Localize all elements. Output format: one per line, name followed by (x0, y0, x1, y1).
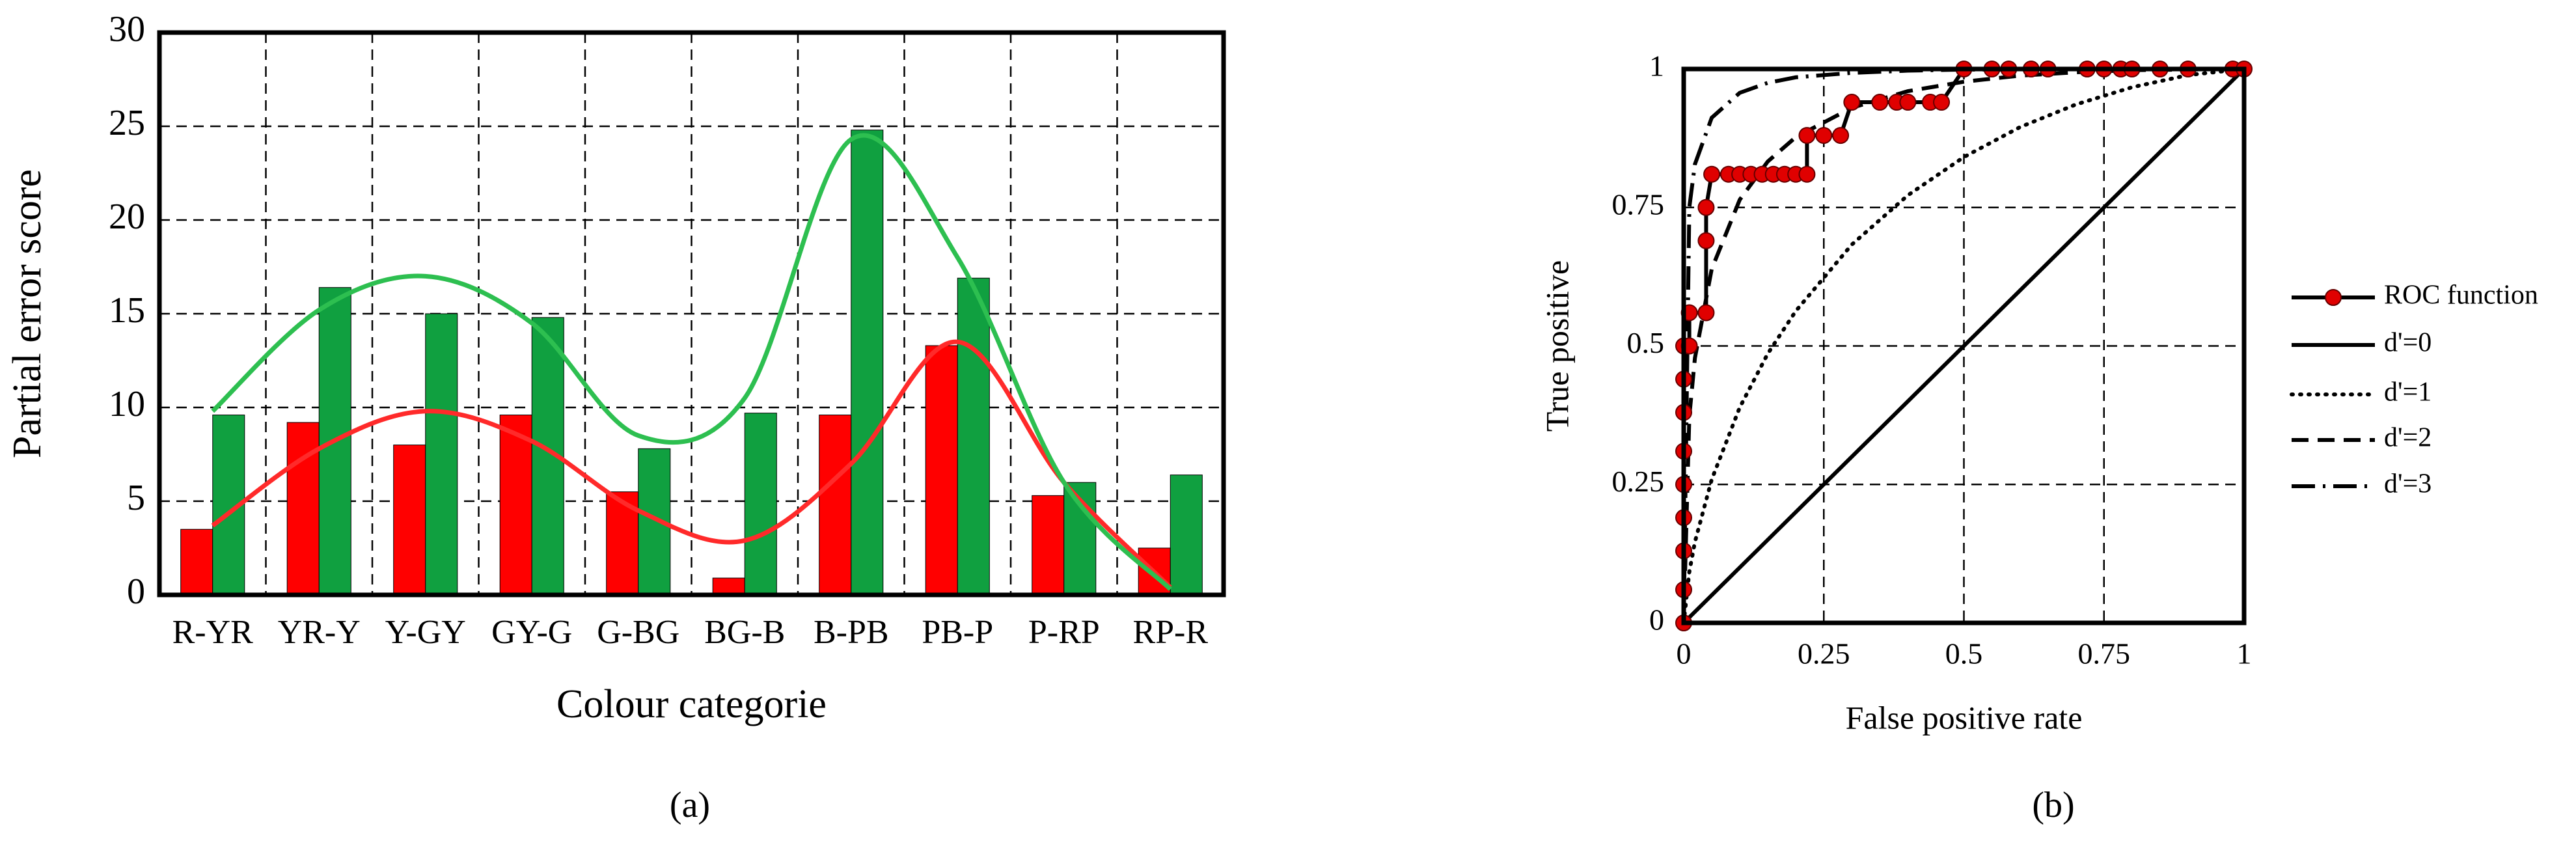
roc-point (1871, 94, 1889, 111)
trend-curve (211, 133, 1172, 591)
roc-point (1703, 165, 1721, 183)
y-axis-title: Partial error score (5, 169, 49, 458)
roc-point (1899, 94, 1917, 111)
y-tick-label: 5 (127, 478, 145, 518)
bar (925, 345, 958, 596)
x-tick-label: R-YR (172, 614, 254, 651)
series-line (1682, 67, 2246, 625)
roc-point (1933, 94, 1951, 111)
legend-marker (2325, 289, 2342, 306)
x-tick-label: 0 (1677, 637, 1692, 670)
y-tick-label: 0 (127, 571, 145, 612)
series-line (1682, 67, 2246, 625)
y-tick-label: 0.75 (1612, 187, 1665, 221)
roc-point (1832, 127, 1850, 144)
bar (744, 413, 777, 596)
plot-frame (1681, 66, 2247, 625)
legend-label: ROC function (2384, 281, 2538, 310)
bar (1170, 474, 1203, 596)
legend-label: d'=2 (2384, 423, 2432, 453)
roc-point (1697, 304, 1715, 322)
roc-point (1815, 127, 1833, 144)
y-tick-label: 15 (109, 290, 145, 331)
x-tick-label: 0.75 (2078, 637, 2131, 670)
x-tick-label: B-PB (814, 614, 889, 651)
legend-label: d'=3 (2384, 469, 2432, 499)
plot-frame (157, 30, 1226, 598)
y-tick-label: 0 (1649, 603, 1664, 637)
bar (499, 415, 532, 596)
y-tick-label: 20 (109, 197, 145, 237)
x-tick-label: G-BG (597, 614, 679, 651)
x-tick-label: P-RP (1028, 614, 1100, 651)
y-tick-label: 30 (109, 9, 145, 49)
caption: (a) (670, 785, 710, 825)
y-tick-label: 0.5 (1627, 326, 1665, 359)
bar (819, 415, 852, 596)
x-axis-title: False positive rate (1846, 699, 2083, 735)
y-axis-title: True positive (1539, 260, 1575, 432)
roc-point (1697, 232, 1715, 249)
x-tick-label: 1 (2237, 637, 2252, 670)
caption: (b) (2032, 785, 2074, 825)
x-tick-label: Y-GY (385, 614, 466, 651)
x-axis-title: Colour categorie (556, 682, 827, 726)
x-tick-label: 0.5 (1945, 637, 1983, 670)
x-tick-label: GY-G (491, 614, 572, 651)
x-tick-label: RP-R (1132, 614, 1208, 651)
roc-point (1697, 199, 1715, 216)
bar (957, 277, 990, 596)
x-tick-label: 0.25 (1798, 637, 1850, 670)
y-tick-label: 1 (1649, 49, 1664, 83)
y-tick-label: 25 (109, 103, 145, 143)
legend-label: d'=0 (2384, 328, 2432, 358)
x-tick-label: YR-Y (278, 614, 361, 651)
y-tick-label: 0.25 (1612, 465, 1665, 498)
legend-label: d'=1 (2384, 378, 2432, 407)
roc-point (1843, 94, 1861, 111)
y-tick-label: 10 (109, 384, 145, 424)
bar (286, 422, 320, 596)
x-tick-label: PB-P (922, 614, 993, 651)
roc-point (1798, 165, 1816, 183)
roc-point (1798, 127, 1816, 144)
bar (180, 529, 213, 596)
bar (425, 313, 458, 596)
x-tick-label: BG-B (704, 614, 785, 651)
bar (851, 130, 884, 596)
bar (712, 577, 745, 596)
bar (393, 445, 426, 596)
bar (1032, 495, 1065, 596)
trend-curve (211, 339, 1172, 589)
